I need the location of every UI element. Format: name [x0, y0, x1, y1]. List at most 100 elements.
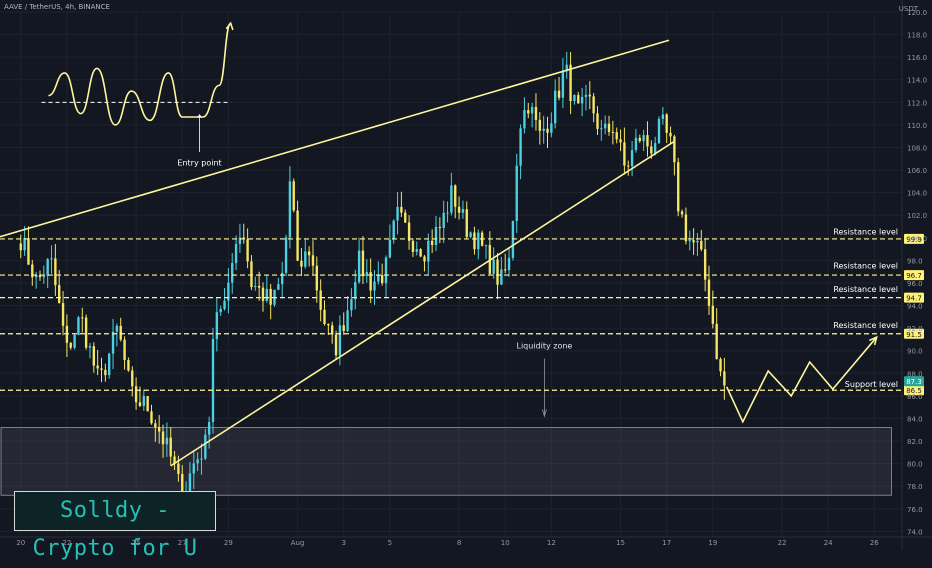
- candle-body: [234, 243, 238, 264]
- candle-body: [296, 210, 299, 261]
- candle-body: [300, 260, 303, 267]
- candle-body: [157, 427, 161, 432]
- chart-area[interactable]: Liquidity zone Resistance level 99.9 Resist…: [0, 0, 932, 550]
- candle-body: [642, 135, 645, 142]
- candle-body: [561, 71, 565, 98]
- candle-body: [519, 128, 522, 166]
- candle-body: [415, 249, 418, 252]
- candle-body: [231, 263, 234, 283]
- candles: [19, 51, 726, 520]
- candle-body: [342, 325, 345, 332]
- candle-body: [188, 473, 192, 492]
- price-tick-label: 108.0: [907, 144, 927, 152]
- candle-body: [246, 239, 249, 262]
- candle-body: [23, 238, 26, 251]
- time-tick-label: 17: [662, 539, 671, 547]
- candle-body: [554, 90, 557, 124]
- candle-body: [515, 165, 518, 222]
- candle-body: [592, 96, 595, 114]
- sketch-curve: [48, 22, 232, 126]
- candle-body: [373, 281, 376, 291]
- candle-body: [696, 240, 699, 243]
- candle-body: [150, 411, 153, 424]
- symbol-title[interactable]: AAVE / TetherUS, 4h, BINANCE: [4, 3, 110, 11]
- candle-body: [673, 136, 676, 163]
- candle-body: [357, 250, 361, 283]
- candle-body: [31, 264, 34, 278]
- candle-body: [577, 95, 580, 104]
- candle-body: [204, 434, 207, 459]
- candle-body: [703, 249, 707, 280]
- candle-body: [623, 142, 626, 166]
- level-price-label-2: 96.7: [906, 272, 922, 280]
- candle-body: [281, 272, 284, 285]
- trendline-1: [0, 39, 670, 238]
- candle-body: [396, 206, 399, 221]
- candle-body: [430, 240, 434, 246]
- level-price-label-4: 91.5: [906, 331, 922, 339]
- level-name-2: Resistance level: [833, 261, 898, 270]
- candle-body: [96, 365, 99, 369]
- candle-body: [646, 135, 649, 147]
- candle-body: [419, 249, 422, 257]
- candle-body: [504, 269, 507, 271]
- candle-body: [442, 212, 445, 228]
- candle-body: [161, 431, 165, 445]
- price-tick-label: 74.0: [907, 528, 923, 536]
- candle-body: [319, 290, 322, 310]
- candle-body: [492, 259, 495, 274]
- currency-label: USDT: [898, 5, 918, 13]
- candle-body: [54, 258, 57, 286]
- candle-body: [288, 181, 292, 238]
- candle-body: [307, 251, 311, 256]
- candle-body: [411, 240, 415, 252]
- candle-body: [404, 212, 407, 223]
- candle-body: [123, 339, 126, 361]
- candle-body: [438, 226, 442, 228]
- candle-body: [346, 310, 349, 332]
- time-tick-label: 3: [341, 539, 345, 547]
- candle-body: [634, 137, 638, 151]
- candle-body: [450, 185, 453, 213]
- time-tick-label: 29: [224, 539, 233, 547]
- price-tick-label: 104.0: [907, 190, 927, 198]
- price-tick-label: 88.0: [907, 370, 923, 378]
- level-name-4: Resistance level: [833, 321, 898, 330]
- candle-body: [546, 128, 549, 133]
- candle-body: [615, 132, 618, 140]
- candle-body: [473, 232, 476, 250]
- candle-body: [165, 437, 169, 445]
- candle-body: [142, 396, 145, 406]
- candle-body: [400, 206, 403, 213]
- candle-body: [257, 285, 261, 288]
- time-tick-label: 27: [178, 539, 187, 547]
- candle-body: [34, 275, 38, 278]
- candle-body: [108, 353, 111, 376]
- candle-body: [215, 312, 219, 339]
- candle-body: [669, 132, 672, 137]
- level-price-label-3: 94.7: [906, 295, 922, 303]
- candle-body: [200, 458, 203, 460]
- candle-body: [496, 259, 499, 285]
- candle-body: [81, 317, 84, 319]
- price-tick-label: 110.0: [907, 122, 927, 130]
- candle-body: [657, 118, 661, 144]
- candle-body: [146, 396, 149, 412]
- candle-body: [630, 150, 634, 167]
- candle-body: [196, 459, 199, 464]
- candle-body: [477, 232, 480, 250]
- candle-body: [277, 284, 280, 290]
- brand-watermark: Solldy - Crypto for U: [14, 491, 216, 561]
- candle-body: [584, 94, 588, 97]
- candle-body: [665, 114, 668, 133]
- candle-body: [384, 257, 388, 284]
- price-tick-label: 84.0: [907, 415, 923, 423]
- candle-body: [261, 287, 265, 301]
- candle-body: [684, 214, 688, 242]
- price-tick-label: 78.0: [907, 483, 923, 491]
- price-tick-label: 76.0: [907, 506, 923, 514]
- candle-body: [115, 325, 119, 332]
- level-price-box-4: [904, 328, 924, 339]
- time-tick-label: 8: [457, 539, 461, 547]
- candle-body: [465, 209, 468, 237]
